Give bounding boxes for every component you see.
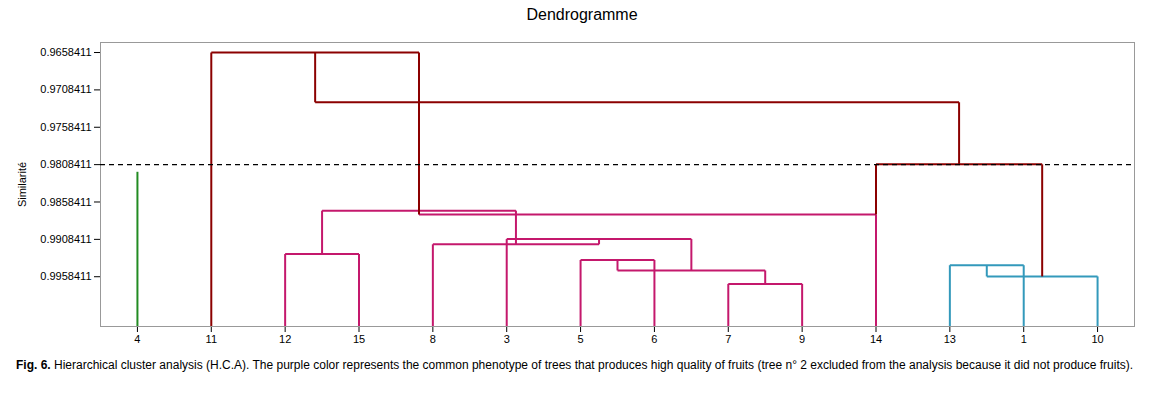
svg-text:0.9908411: 0.9908411 [40, 233, 91, 245]
svg-text:7: 7 [725, 333, 731, 345]
svg-text:0.9708411: 0.9708411 [40, 83, 91, 95]
svg-text:0.9958411: 0.9958411 [40, 270, 91, 282]
svg-text:1: 1 [1021, 333, 1027, 345]
html-text:Dendrogramme: Dendrogramme [526, 6, 638, 23]
svg-text:3: 3 [504, 333, 510, 345]
svg-text:12: 12 [279, 333, 291, 345]
svg-text:6: 6 [651, 333, 657, 345]
svg-text:11: 11 [206, 333, 217, 345]
svg-text:15: 15 [353, 333, 365, 345]
svg-text:0.9658411: 0.9658411 [40, 46, 91, 58]
svg-text:0.9758411: 0.9758411 [40, 121, 91, 133]
svg-text:10: 10 [1091, 333, 1103, 345]
svg-text:14: 14 [870, 333, 882, 345]
svg-text:0.9858411: 0.9858411 [40, 196, 91, 208]
svg-text:0.9808411: 0.9808411 [40, 158, 91, 170]
svg-text:8: 8 [430, 333, 436, 345]
svg-text:5: 5 [578, 333, 584, 345]
svg-text:Similarité: Similarité [16, 162, 28, 207]
html-text:Fig. 6. Hierarchical cluster a: Fig. 6. Hierarchical cluster analysis (H… [16, 358, 1134, 372]
svg-text:4: 4 [134, 333, 140, 345]
svg-text:9: 9 [799, 333, 805, 345]
svg-text:13: 13 [944, 333, 956, 345]
